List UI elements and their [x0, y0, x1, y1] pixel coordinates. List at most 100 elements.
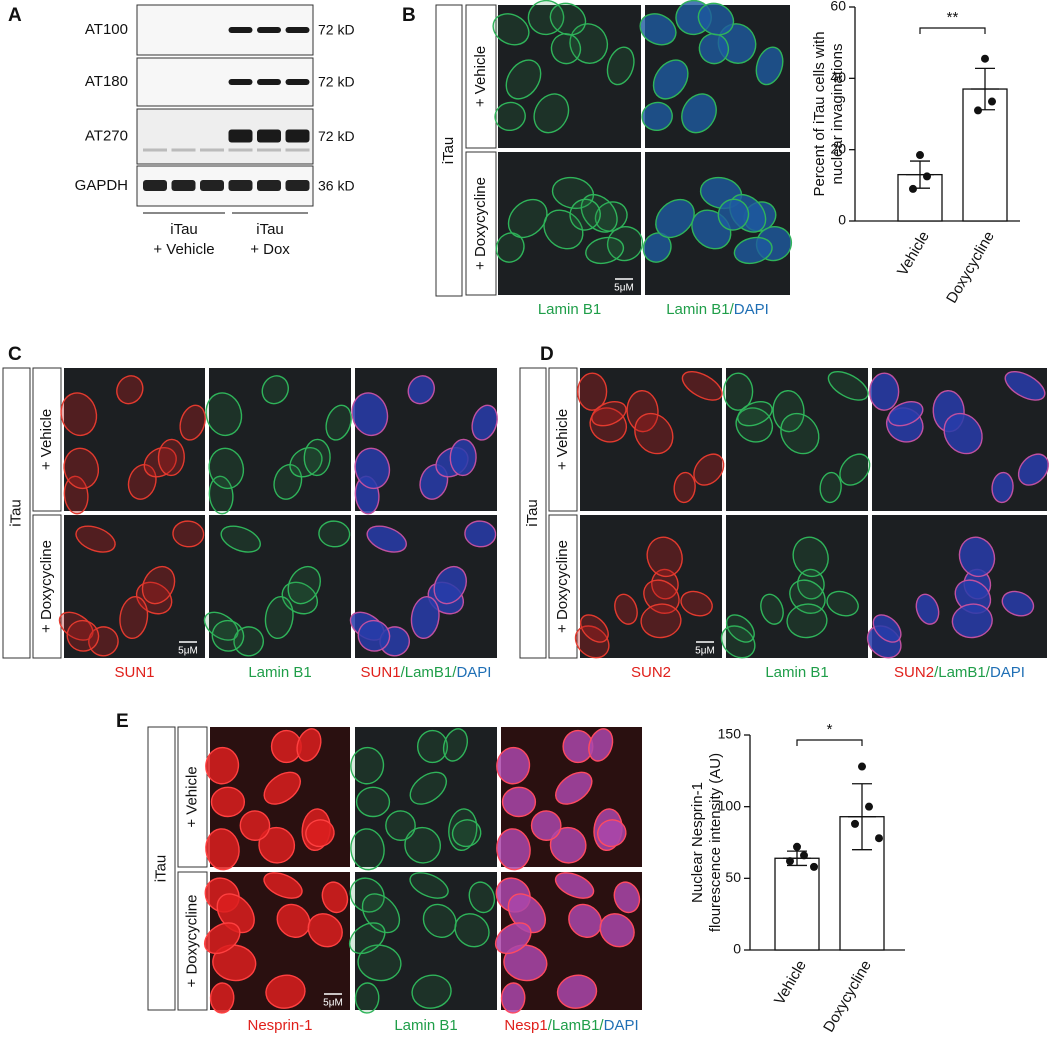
blot-strip	[136, 108, 314, 165]
band	[285, 27, 310, 33]
data-point	[786, 857, 794, 866]
nucleus	[872, 614, 902, 643]
band	[228, 27, 253, 33]
nucleus	[349, 877, 385, 913]
nucleus	[404, 826, 442, 864]
band	[285, 129, 310, 143]
nucleus	[296, 728, 322, 762]
group-label: + Dox	[250, 241, 290, 258]
panel-label: D	[540, 344, 554, 365]
bar	[962, 88, 1008, 222]
caption-part: SUN2	[894, 664, 934, 681]
nucleus	[451, 819, 482, 848]
nucleus	[205, 828, 240, 871]
side-label: iTau	[152, 855, 169, 883]
significance-bracket	[919, 27, 986, 34]
nucleus	[717, 198, 750, 231]
data-point	[858, 762, 866, 771]
nucleus	[574, 625, 610, 659]
band	[228, 129, 253, 143]
nucleus	[543, 209, 584, 250]
nucleus	[449, 438, 477, 477]
nucleus	[1001, 590, 1035, 617]
nucleus	[350, 746, 385, 785]
nucleus	[530, 810, 562, 841]
nucleus	[640, 603, 682, 639]
nucleus	[348, 922, 386, 955]
row-box	[465, 151, 497, 296]
nucleus	[723, 372, 754, 411]
nucleus	[681, 370, 723, 401]
nucleus	[673, 471, 696, 504]
band	[257, 27, 281, 33]
nucleus	[409, 771, 448, 805]
nucleus	[350, 828, 385, 871]
caption: Lamin B1	[765, 664, 828, 681]
blot-strip	[136, 4, 314, 56]
row-label: + Doxycycline	[38, 540, 55, 633]
row-box	[465, 4, 497, 149]
data-point	[810, 862, 818, 871]
size-label: 72 kD	[318, 74, 355, 90]
y-tick-label: 40	[830, 69, 846, 85]
nucleus	[569, 198, 601, 231]
nucleus	[233, 626, 264, 657]
data-point	[875, 834, 883, 843]
side-box	[147, 726, 176, 1011]
data-point	[793, 842, 801, 851]
nucleus	[172, 520, 205, 548]
nucleus	[1017, 453, 1049, 486]
caption: Nesprin-1	[247, 1017, 312, 1034]
nucleus	[321, 881, 349, 914]
faint-band	[143, 148, 167, 152]
row-label: + Doxycycline	[554, 540, 571, 633]
nucleus	[179, 404, 206, 441]
nucleus	[826, 590, 859, 617]
nucleus	[239, 810, 271, 841]
row-box	[32, 367, 62, 512]
nucleus	[410, 596, 440, 640]
nucleus	[568, 903, 603, 938]
row-label: + Vehicle	[38, 409, 55, 470]
y-tick-label: 150	[718, 726, 742, 742]
data-point	[988, 97, 996, 106]
caption-part: SUN2	[631, 664, 671, 681]
nucleus	[943, 412, 983, 455]
nucleus	[355, 786, 391, 818]
caption-part: DAPI	[990, 664, 1025, 681]
significance-bracket	[796, 739, 863, 746]
band	[143, 180, 167, 191]
nucleus	[494, 922, 532, 955]
band	[257, 129, 281, 143]
faint-band	[285, 148, 310, 152]
nucleus	[501, 786, 537, 818]
nucleus	[276, 903, 311, 938]
nucleus	[60, 392, 98, 437]
nucleus	[127, 463, 157, 500]
nucleus	[203, 922, 241, 955]
x-tick-label: Doxycycline	[820, 957, 875, 1035]
nucleus	[212, 944, 257, 982]
nucleus	[496, 828, 531, 871]
nucleus	[786, 603, 828, 639]
nucleus	[357, 944, 402, 982]
y-tick-label: 20	[830, 140, 846, 156]
nucleus	[205, 392, 243, 437]
scale-label: 5μM	[178, 646, 198, 657]
caption-part: /LamB1/	[401, 664, 458, 681]
nucleus	[641, 101, 673, 132]
band	[228, 79, 253, 85]
caption-part: SUN1	[114, 664, 154, 681]
row-label: + Vehicle	[554, 409, 571, 470]
band	[285, 180, 310, 191]
nucleus	[325, 404, 352, 441]
nucleus	[613, 881, 641, 914]
nucleus	[119, 596, 149, 640]
nucleus	[599, 913, 635, 948]
scale-label: 5μM	[323, 998, 343, 1009]
side-label: iTau	[440, 137, 457, 165]
nucleus	[681, 93, 717, 134]
nucleus	[596, 819, 627, 848]
x-tick-label: Vehicle	[771, 957, 810, 1007]
blot-label: AT270	[85, 127, 128, 144]
